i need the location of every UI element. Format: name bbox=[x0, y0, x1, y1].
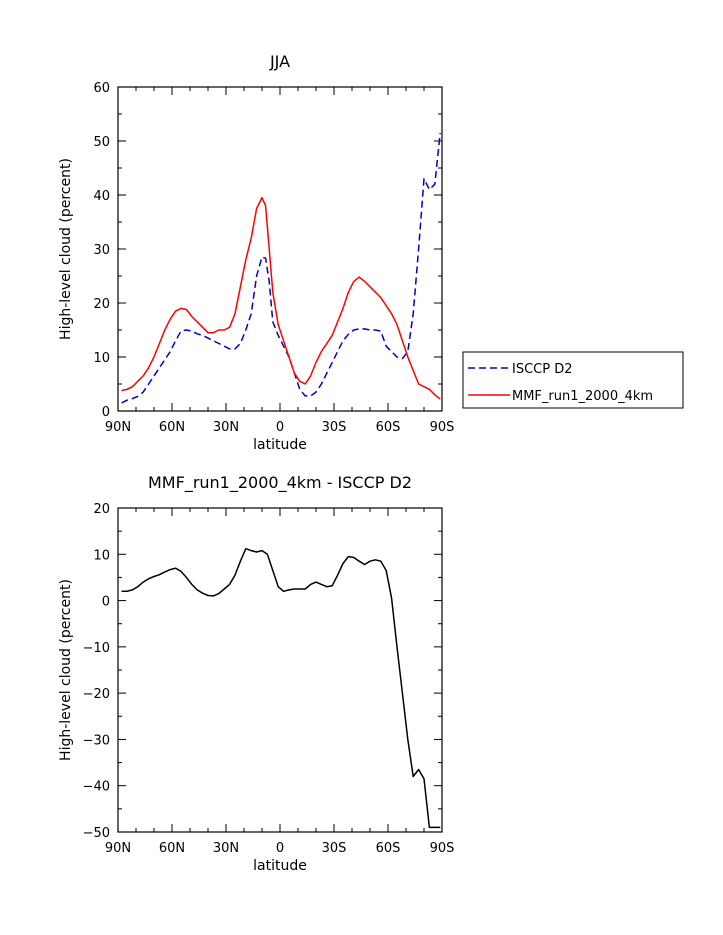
bottom-panel-ytick-label: −40 bbox=[83, 780, 110, 795]
legend-entry: ISCCP D2 bbox=[512, 362, 573, 377]
bottom-panel-xtick-label: 90N bbox=[105, 841, 131, 856]
bottom-panel-frame bbox=[117, 507, 443, 833]
legend: ISCCP D2 MMF_run1_2000_4km bbox=[462, 351, 684, 409]
top-panel-ytick-label: 40 bbox=[93, 189, 110, 204]
top-panel-ylabel: High-level cloud (percent) bbox=[58, 158, 74, 340]
bottom-panel-xtick-label: 30S bbox=[322, 841, 347, 856]
top-panel-xtick-label: 60S bbox=[376, 420, 401, 435]
bottom-panel-xtick-label: 90S bbox=[430, 841, 455, 856]
bottom-panel-ytick-label: −10 bbox=[83, 641, 110, 656]
bottom-panel-xlabel: latitude bbox=[253, 858, 307, 874]
top-panel-ytick-label: 20 bbox=[93, 297, 110, 312]
bottom-panel-ytick-label: −30 bbox=[83, 733, 110, 748]
bottom-panel-xtick-label: 60N bbox=[159, 841, 185, 856]
bottom-panel-ytick-label: 10 bbox=[93, 548, 110, 563]
bottom-panel-title: MMF_run1_2000_4km - ISCCP D2 bbox=[148, 473, 412, 493]
bottom-panel: 90N 60N 30N 0 30S 60S 90S −50 −40 −30 −20 −10 0 10 20 M… bbox=[58, 473, 454, 874]
bottom-panel-xtick-label: 30N bbox=[213, 841, 239, 856]
top-panel-title: JJA bbox=[269, 52, 290, 71]
top-panel-xtick-label: 60N bbox=[159, 420, 185, 435]
bottom-panel-ylabel: High-level cloud (percent) bbox=[58, 579, 74, 761]
bottom-panel-xtick-label: 60S bbox=[376, 841, 401, 856]
top-panel-ytick-label: 30 bbox=[93, 243, 110, 258]
top-panel-series-isccp-d2-line bbox=[121, 132, 441, 404]
bottom-panel-ytick-label: 20 bbox=[93, 502, 110, 517]
top-panel-series-mmf-run1-2000-4km-line bbox=[121, 196, 441, 400]
legend-frame bbox=[462, 351, 684, 409]
top-panel: 90N 60N 30N 0 30S 60S 90S 0 10 20 30 40 50 60 JJA latit… bbox=[58, 52, 684, 453]
top-panel-xtick-label: 30S bbox=[322, 420, 347, 435]
legend-entry: MMF_run1_2000_4km bbox=[512, 389, 653, 404]
top-panel-xtick-label: 90S bbox=[430, 420, 455, 435]
top-panel-xtick-label: 90N bbox=[105, 420, 131, 435]
top-panel-ytick-label: 50 bbox=[93, 135, 110, 150]
bottom-panel-xtick-label: 0 bbox=[276, 841, 284, 856]
top-panel-ytick-label: 10 bbox=[93, 351, 110, 366]
top-panel-xtick-label: 0 bbox=[276, 420, 284, 435]
top-panel-ytick-label: 60 bbox=[93, 81, 110, 96]
bottom-panel-ytick-label: −20 bbox=[83, 687, 110, 702]
bottom-panel-series-difference-line bbox=[121, 547, 441, 829]
top-panel-xlabel: latitude bbox=[253, 437, 307, 453]
bottom-panel-ytick-label: 0 bbox=[102, 595, 110, 610]
bottom-panel-ytick-label: −50 bbox=[83, 826, 110, 841]
top-panel-ytick-label: 0 bbox=[102, 405, 110, 420]
top-panel-frame bbox=[117, 86, 443, 412]
top-panel-xtick-label: 30N bbox=[213, 420, 239, 435]
